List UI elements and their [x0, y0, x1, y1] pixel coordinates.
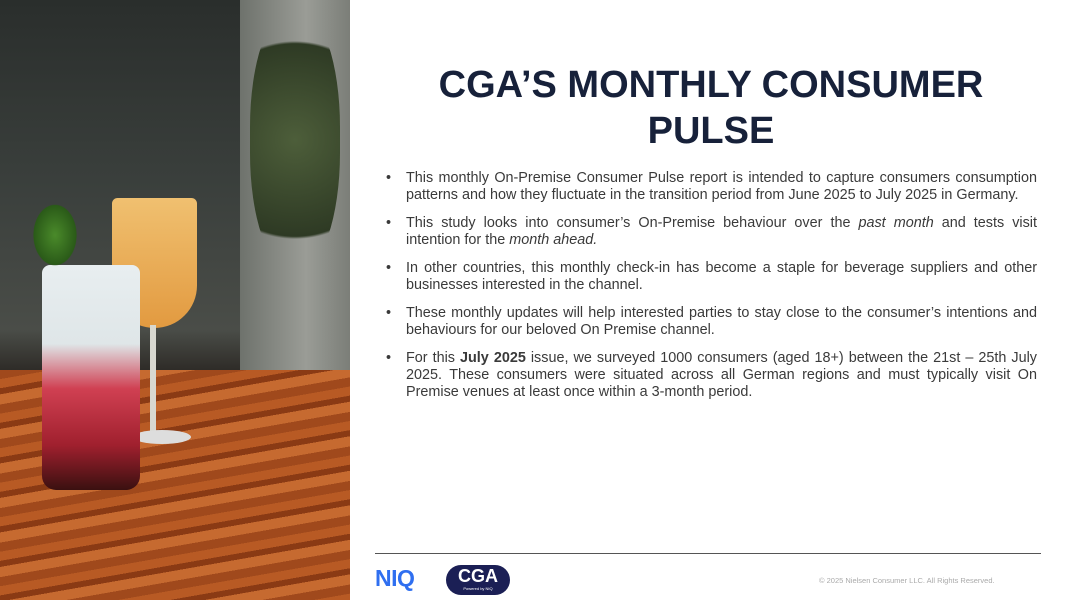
bullet-item: • This study looks into consumer’s On-Pre…: [386, 215, 1037, 249]
photo-glass-stem: [150, 325, 156, 435]
bullet-item: • This monthly On-Premise Consumer Pulse …: [386, 170, 1037, 204]
photo-glass-base: [133, 430, 191, 444]
bullet-text: and tests visit intention for the: [406, 214, 1037, 249]
bullet-text: This monthly On-Premise Consumer Pulse r…: [406, 170, 1037, 204]
bullet-icon: •: [386, 170, 392, 186]
bullet-emphasis: month ahead.: [509, 232, 598, 249]
bullet-text: issue, we surveyed 1000 consumers (aged …: [406, 349, 1037, 401]
bullet-bold: July 2025: [460, 349, 526, 366]
page-title: CGA’S MONTHLY CONSUMER PULSE: [438, 64, 984, 152]
bullet-icon: •: [386, 349, 392, 366]
bullet-icon: •: [386, 304, 392, 321]
cga-logo-text: CGA: [458, 566, 498, 586]
photo-red-cocktail: [42, 265, 140, 490]
bullet-text: For this: [406, 349, 461, 366]
cocktail-photo: [0, 0, 350, 600]
cga-logo-tagline: Powered by NIQ: [463, 586, 493, 591]
bullet-icon: •: [386, 214, 392, 231]
photo-plant: [250, 10, 340, 270]
copyright-text: © 2025 Nielsen Consumer LLC. All Rights …: [819, 576, 995, 585]
footer-divider: [375, 553, 1041, 554]
cga-logo: CGA Powered by NIQ: [446, 565, 510, 595]
bullet-item: • These monthly updates will help interes…: [386, 305, 1037, 339]
bullet-emphasis: past month: [858, 214, 934, 231]
bullet-text: These monthly updates will help interest…: [406, 304, 1037, 338]
bullet-icon: •: [386, 259, 392, 276]
bullet-list: • This monthly On-Premise Consumer Pulse …: [386, 170, 1037, 412]
bullet-text: In other countries, this monthly check-i…: [406, 259, 1037, 294]
bullet-item: • For this July 2025 issue, we surveyed 1…: [386, 350, 1037, 402]
bullet-item: • In other countries, this monthly check-…: [386, 260, 1037, 294]
photo-mint-garnish: [30, 200, 80, 270]
bullet-text: This study looks into consumer’s On-Prem…: [406, 214, 859, 231]
niq-logo: NIQ: [375, 565, 415, 591]
